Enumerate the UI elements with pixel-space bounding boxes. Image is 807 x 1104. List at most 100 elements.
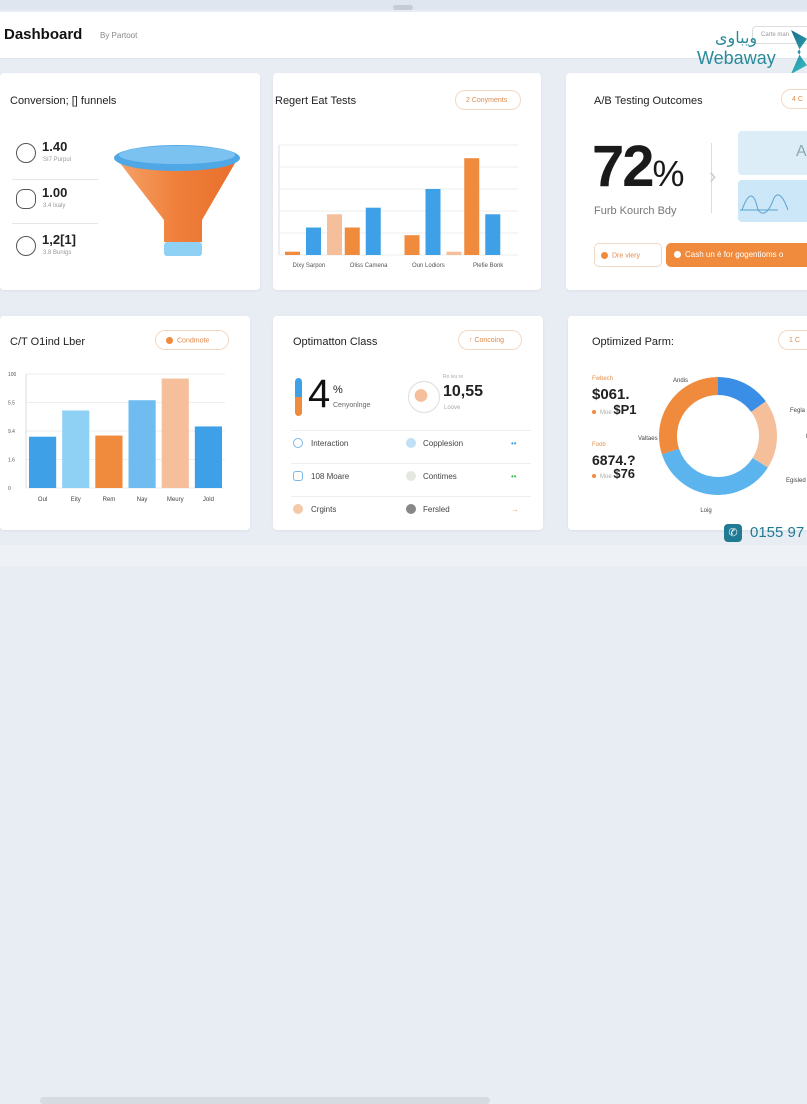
row-left: Crgints [311, 505, 337, 514]
secondary-button[interactable]: Dre viery [594, 243, 662, 267]
list-item[interactable]: Crgints Fersled → [291, 496, 531, 520]
metric-sub-value: $76 [613, 466, 636, 481]
metric-sub: Moe $P1 [592, 402, 636, 417]
pen-icon [408, 381, 440, 413]
y-tick-label: 0 [8, 486, 11, 492]
pill-label: Condmote [177, 337, 210, 345]
variant-a-panel[interactable]: A [738, 131, 807, 175]
variant-b-panel[interactable] [738, 180, 807, 222]
x-tick-label: Oun Lodiors [412, 263, 445, 269]
bar [29, 436, 57, 488]
x-tick-label: Oliss Camena [350, 263, 388, 269]
list-item[interactable]: 108 Moare Contimes •• [291, 463, 531, 487]
bar [365, 207, 381, 255]
x-tick-label: Dixy Sarpon [293, 263, 326, 269]
phone-contact[interactable]: ✆ 0155 97 [724, 524, 805, 543]
logo-mark-icon [791, 30, 807, 74]
card-title: Optimized Parm: [592, 336, 674, 348]
stat-item: 1,2[1] 3.8 Bunigs [16, 228, 98, 270]
opt-number-label: Loove [444, 405, 461, 411]
donut-slice [750, 401, 777, 468]
bottom-bar [0, 545, 807, 1104]
stat-label: SI7 Purpul [43, 157, 72, 163]
clock-icon [293, 438, 303, 448]
header-button[interactable]: Carte man [752, 26, 807, 44]
bar [464, 158, 480, 255]
funnel-base [164, 242, 202, 256]
row-left: 108 Moare [311, 472, 350, 481]
row-right: Contimes [423, 472, 457, 481]
y-tick-label: 1.6 [8, 458, 15, 464]
list-item[interactable]: Interaction Copplesion •• [291, 430, 531, 454]
stat-value: 1,2[1] [42, 232, 76, 247]
stat-item: 1.40 SI7 Purpul [16, 135, 98, 177]
ab-caption: Furb Kourch Bdy [594, 205, 677, 217]
logo-latin: Webaway [697, 48, 776, 68]
bar [194, 426, 222, 488]
window-top-bar [0, 0, 807, 10]
donut-label: Valtaes [638, 436, 658, 442]
ab-pill[interactable]: 4 C [781, 89, 807, 109]
bar [425, 189, 441, 255]
tests-bar-chart: Dixy Sarpon Oliss Camena Oun Lodiors Plefie… [278, 144, 518, 269]
dot-icon [601, 252, 608, 259]
smile-icon [406, 438, 416, 448]
bar [404, 235, 420, 255]
chevron-right-icon[interactable]: › [709, 163, 717, 188]
funnel-graphic [114, 145, 240, 256]
page-title: Dashboard [4, 26, 83, 43]
opt-number: 10,55 [443, 383, 484, 400]
dot-icon [674, 251, 681, 259]
gear-icon [406, 504, 416, 514]
optimization-card: Optimatton Class ↑ Concoing 4 % Cenyonln… [273, 316, 543, 530]
donut-slice [659, 377, 719, 455]
opt-pill[interactable]: ↑ Concoing [458, 330, 522, 350]
comments-pill[interactable]: 2 Conyments [455, 90, 521, 110]
x-tick-label: Oul [38, 497, 47, 503]
primary-button[interactable]: Cash un é for gogentioms o [666, 243, 807, 267]
row-right: Fersled [423, 505, 450, 514]
bar [327, 214, 342, 255]
metric-sub-label: Moe [600, 410, 612, 416]
opt-percentage: 4 [308, 372, 331, 416]
ab-value: 72 [592, 134, 654, 199]
stat-item: 1.00 3.4 Ixaly [16, 181, 98, 223]
window-notch [393, 5, 413, 10]
bar [62, 410, 90, 488]
x-tick-label: Eity [71, 497, 81, 503]
donut-label: Loig [700, 508, 711, 514]
divider [12, 223, 98, 224]
scrollbar[interactable] [40, 1097, 490, 1104]
params-pill[interactable]: 1 C [778, 330, 807, 350]
bar [485, 214, 501, 255]
primary-button-label: Cash un é for gogentioms o [685, 250, 784, 259]
header: Dashboard By Partoot Carte man [0, 12, 807, 59]
row-mark: •• [511, 439, 517, 448]
card-title: Optimatton Class [293, 336, 378, 348]
dot-icon [166, 337, 173, 344]
x-tick-label: Rem [103, 497, 116, 503]
metric-sub-label: Moe [600, 474, 612, 480]
users-icon [16, 189, 36, 209]
bar [306, 227, 321, 255]
metric-label: Fwbech [592, 376, 614, 382]
phone-icon: ✆ [724, 524, 742, 543]
opt-percentage-unit: % [333, 384, 343, 396]
row-mark: •• [511, 472, 517, 481]
variant-a-label: A [796, 143, 807, 160]
ct-card: C/T O1ind Lber Condmote 0 1.6 9.4 5.5 100 Oul… [0, 316, 250, 530]
params-donut-chart: FeglaLEgisledLoigValtaesAndis [638, 377, 807, 514]
ct-pill[interactable]: Condmote [155, 330, 229, 350]
card-title: Conversion; [] funnels [10, 95, 117, 107]
bar [128, 400, 156, 488]
bar [95, 435, 123, 488]
secondary-button-label: Dre viery [612, 252, 641, 260]
donut-label: Andis [673, 378, 688, 384]
funnel-top-inner [119, 146, 235, 164]
card-title: C/T O1ind Lber [10, 336, 86, 348]
x-tick-label: Meury [167, 497, 184, 503]
phone-number: 0155 97 [750, 524, 805, 541]
divider [12, 179, 98, 180]
ab-testing-card: A/B Testing Outcomes 4 C 72% Furb Kourch… [566, 73, 807, 290]
bar [161, 378, 189, 488]
